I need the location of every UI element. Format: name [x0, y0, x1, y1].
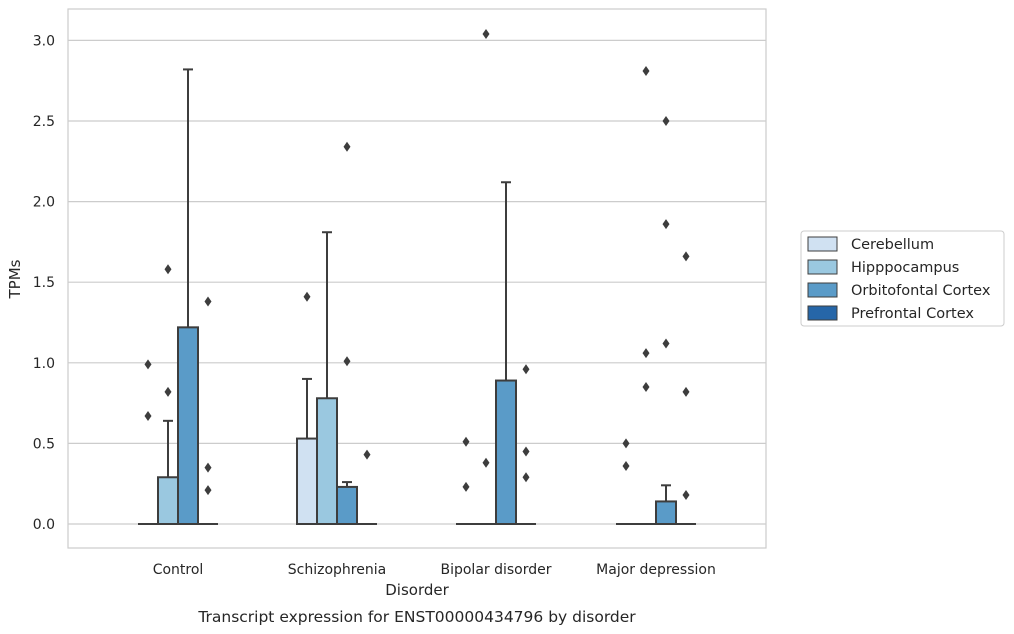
x-tick-label: Control: [153, 562, 204, 578]
outlier-point: [642, 348, 650, 359]
x-axis-label: Disorder: [385, 581, 449, 599]
x-tick-label: Major depression: [596, 562, 716, 578]
box-orbitofontal-cortex-3: [655, 484, 677, 526]
plot-area-frame: [67, 8, 767, 549]
y-tick-label: 1.0: [33, 356, 55, 372]
outlier-point: [482, 28, 490, 39]
outlier-point: [303, 291, 311, 302]
outlier-point: [642, 66, 650, 77]
legend-swatch: [807, 236, 838, 252]
y-tick-label: 2.5: [33, 114, 55, 130]
y-tick-label: 1.5: [33, 275, 55, 291]
box-body: [157, 476, 179, 526]
legend-swatch: [807, 305, 838, 321]
outlier-point: [662, 219, 670, 230]
x-tick-label: Bipolar disorder: [440, 562, 551, 578]
outlier-point: [662, 116, 670, 126]
legend-swatch: [807, 282, 838, 298]
x-tick-label: Schizophrenia: [288, 562, 386, 578]
box-orbitofontal-cortex-1: [336, 481, 358, 526]
box-body: [655, 500, 677, 526]
outlier-point: [204, 485, 212, 496]
outlier-point: [144, 359, 152, 370]
x-tick-labels: Control Schizophrenia Bipolar disorder Majo…: [153, 562, 716, 578]
box-hipppocampus-1: [316, 231, 338, 526]
outlier-point: [144, 410, 152, 421]
outlier-point: [343, 141, 351, 152]
box-body: [296, 437, 318, 525]
outlier-point: [682, 489, 690, 500]
outlier-point: [522, 446, 530, 457]
box-body: [495, 379, 517, 526]
outlier-point: [204, 296, 212, 307]
legend: Cerebellum Hipppocampus Orbitofontal Corte…: [800, 230, 1005, 327]
box-body: [177, 326, 199, 525]
legend-label: Orbitofontal Cortex: [851, 283, 991, 299]
outlier-point: [164, 264, 172, 275]
y-tick-label: 0.5: [33, 436, 55, 452]
outlier-points: [144, 28, 690, 500]
box-plot-boxes: [138, 68, 696, 526]
legend-label: Cerebellum: [851, 237, 934, 253]
outlier-point: [462, 481, 470, 492]
outlier-point: [662, 338, 670, 349]
chart-caption: Transcript expression for ENST0000043479…: [197, 608, 636, 626]
box-orbitofontal-cortex-0: [177, 68, 199, 525]
y-tick-label: 0.0: [33, 517, 55, 533]
box-body: [336, 485, 358, 526]
outlier-point: [642, 381, 650, 392]
outlier-point: [682, 251, 690, 262]
legend-label: Prefrontal Cortex: [851, 306, 974, 322]
outlier-point: [462, 436, 470, 447]
legend-frame: [800, 230, 1005, 327]
outlier-point: [482, 457, 490, 468]
y-tick-labels: 0.0 0.5 1.0 1.5 2.0 2.5 3.0: [33, 33, 55, 533]
outlier-point: [622, 438, 630, 449]
y-tick-label: 3.0: [33, 33, 55, 49]
outlier-point: [204, 462, 212, 473]
legend-swatch: [807, 259, 838, 275]
box-hipppocampus-0: [157, 419, 179, 526]
gridlines: [68, 39, 766, 525]
outlier-point: [164, 386, 172, 397]
box-cerebellum-1: [296, 377, 318, 525]
legend-label: Hipppocampus: [851, 260, 959, 276]
box-body: [316, 397, 338, 526]
outlier-point: [363, 449, 371, 460]
y-tick-label: 2.0: [33, 195, 55, 211]
outlier-point: [622, 460, 630, 471]
box-orbitofontal-cortex-2: [495, 181, 517, 526]
outlier-point: [522, 472, 530, 483]
y-axis-label: TPMs: [6, 259, 24, 299]
outlier-point: [522, 364, 530, 375]
outlier-point: [343, 356, 351, 367]
outlier-point: [682, 386, 690, 397]
